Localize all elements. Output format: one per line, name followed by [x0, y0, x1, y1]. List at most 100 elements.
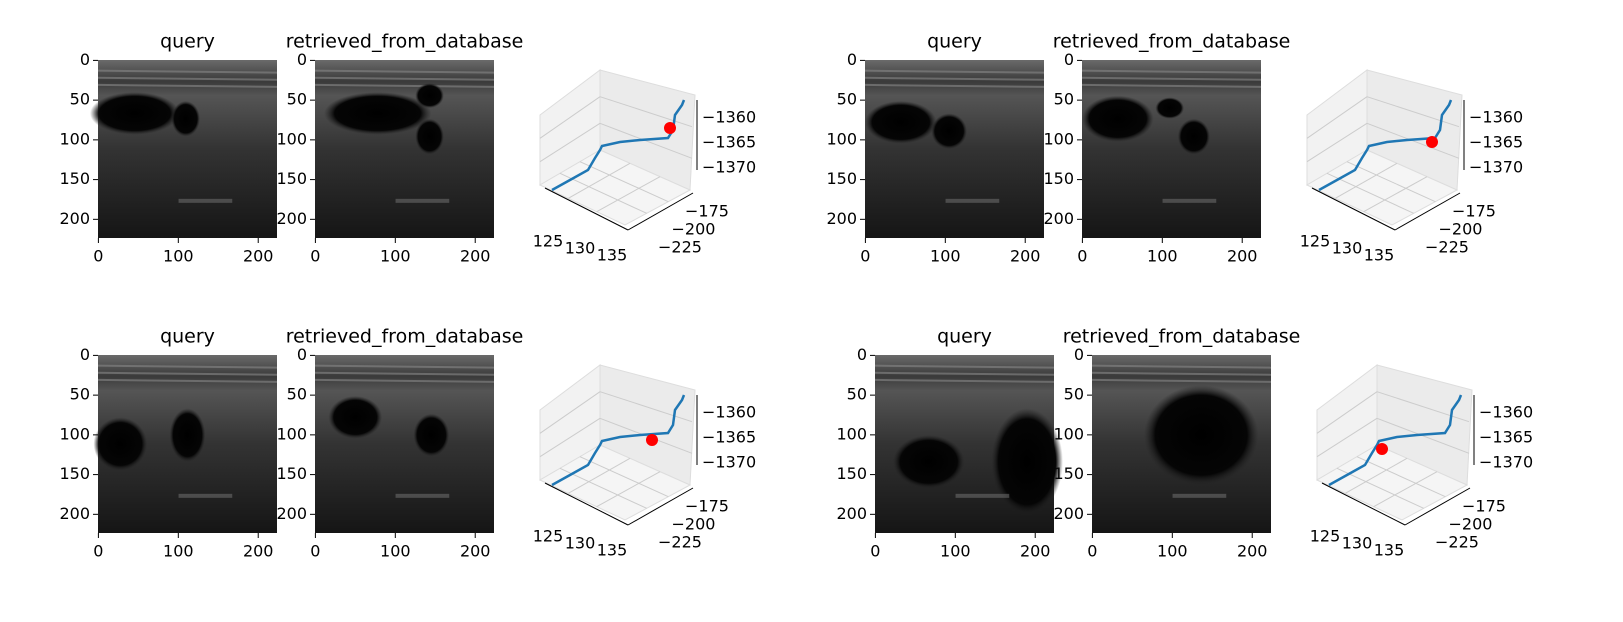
axis-line [1404, 487, 1471, 526]
y-tick-label: 150 [276, 464, 307, 483]
z-tick-label: −1360 [702, 108, 756, 127]
x-tick-label: 135 [597, 246, 628, 265]
bright-streak [1162, 198, 1217, 203]
y-tick-label: 50 [837, 90, 857, 109]
dark-region [415, 83, 444, 109]
x-tick-label: 0 [310, 542, 320, 561]
x-tick-label: 200 [460, 542, 491, 561]
x-tick-label: 200 [1237, 542, 1268, 561]
y-tick-label: −200 [1439, 220, 1483, 239]
tissue-band [97, 364, 278, 369]
tissue-band [314, 69, 495, 74]
bright-streak [1172, 493, 1227, 498]
tissue-band [314, 76, 495, 81]
tissue-band [864, 83, 1045, 88]
x-tick-label: 125 [1310, 527, 1341, 546]
ultrasound-image [1082, 60, 1261, 238]
grid-line [559, 467, 647, 509]
subplot-title: retrieved_from_database [1063, 326, 1301, 348]
tissue-band [1091, 364, 1272, 369]
current-position [664, 122, 676, 134]
z-tick-label: −1370 [1479, 453, 1533, 472]
y-tick-label: −225 [658, 533, 702, 552]
y-tick-label: 50 [287, 385, 307, 404]
grid-line [599, 122, 693, 159]
y-tick-label: 150 [276, 169, 307, 188]
z-tick-label: −1365 [1479, 428, 1533, 447]
x-tick-label: 130 [1332, 239, 1363, 258]
z-tick-label: −1360 [1469, 108, 1523, 127]
x-tick-label: 0 [860, 247, 870, 266]
dark-region [89, 92, 180, 135]
grid-line [539, 122, 601, 163]
y-tick-label: 100 [59, 129, 90, 148]
subplot-title: retrieved_from_database [286, 326, 524, 348]
ultrasound-image [315, 355, 494, 533]
y-tick-label: 50 [70, 385, 90, 404]
y-tick-label: −175 [685, 497, 729, 516]
dark-region [169, 408, 206, 462]
grid-line [599, 417, 693, 454]
grid-line [1376, 417, 1470, 454]
y-tick-label: 150 [59, 169, 90, 188]
ultrasound-image [98, 60, 277, 238]
plot-3d: 125 130 135 −175−200−225 −1360 −1365 −1370 [1300, 69, 1523, 265]
y-tick-label: 0 [297, 345, 307, 364]
grid-line [599, 391, 693, 423]
tissue-band [874, 371, 1055, 376]
y-tick-label: 100 [59, 424, 90, 443]
y-tick-label: 200 [1043, 209, 1074, 228]
trajectory [1318, 99, 1453, 192]
tissue-band [314, 378, 495, 383]
retrieved-axes: 0 100 200050100150200retrieved_from_databa… [276, 31, 523, 266]
bright-streak [955, 493, 1010, 498]
grid-line [1346, 161, 1436, 203]
current-position [646, 434, 658, 446]
grid-line [1366, 122, 1460, 159]
x-tick-label: 125 [533, 232, 564, 251]
x-tick-label: 100 [380, 542, 411, 561]
y-tick-label: −200 [1449, 515, 1493, 534]
tissue-band [864, 76, 1045, 81]
grid-line [1316, 391, 1378, 434]
tissue-band [314, 364, 495, 369]
dark-region [1143, 385, 1259, 485]
y-tick-label: −175 [1452, 202, 1496, 221]
current-position [1376, 443, 1388, 455]
z-tick-label: −1365 [1469, 133, 1523, 152]
x-tick-label: 0 [310, 247, 320, 266]
tissue-band [864, 69, 1045, 74]
ultrasound-image [315, 60, 494, 238]
grid-line [568, 162, 631, 199]
y-tick-label: 50 [1054, 90, 1074, 109]
grid-line [1376, 391, 1470, 423]
grid-line [559, 172, 647, 214]
grid-line [568, 457, 631, 494]
y-tick-label: 0 [1074, 345, 1084, 364]
grid-line [1363, 176, 1428, 213]
retrieved-axes: 0 100 200050100150200retrieved_from_databa… [1053, 326, 1300, 561]
x-tick-label: 125 [1300, 232, 1331, 251]
grid-line [596, 471, 661, 508]
x-tick-label: 0 [93, 542, 103, 561]
y-tick-label: 0 [297, 50, 307, 69]
grid-line [1316, 417, 1378, 458]
tissue-band [314, 83, 495, 88]
plot-3d: 125 130 135 −175−200−225 −1360 −1365 −1370 [533, 364, 756, 560]
subplot-title: query [160, 326, 215, 348]
dark-region [93, 417, 148, 471]
x-tick-label: 200 [243, 542, 274, 561]
y-tick-label: −225 [1425, 238, 1469, 257]
y-tick-label: 150 [59, 464, 90, 483]
grid-line [1306, 96, 1368, 139]
y-tick-label: 200 [276, 209, 307, 228]
tissue-band [874, 364, 1055, 369]
grid-line [579, 161, 669, 203]
x-tick-label: 100 [163, 542, 194, 561]
y-tick-label: 150 [826, 169, 857, 188]
y-tick-label: 150 [1043, 169, 1074, 188]
z-tick-label: −1360 [702, 403, 756, 422]
tissue-band [97, 378, 278, 383]
grid-line [1345, 457, 1408, 494]
